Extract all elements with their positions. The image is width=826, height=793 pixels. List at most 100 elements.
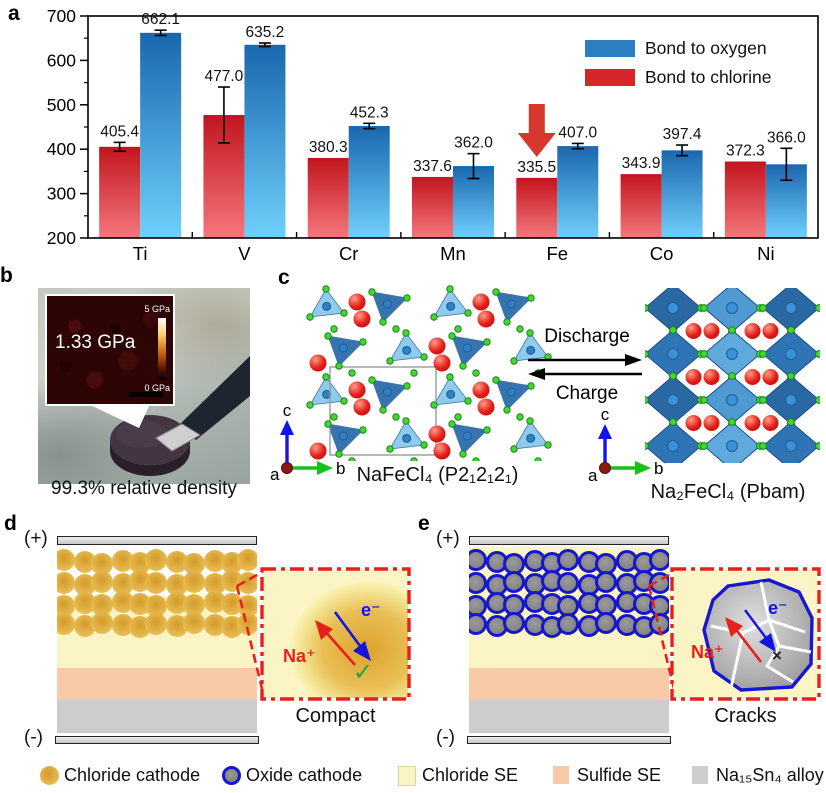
chloride-se-icon [398,766,416,786]
cl-atom [420,353,428,361]
chloride-particle [237,613,257,635]
cl-atom [410,369,418,377]
cl-atom [700,442,708,450]
inset-callout [88,404,150,428]
backward-arrowhead [528,368,545,380]
axis-a-label: a [588,466,598,482]
cl-atom [815,396,820,404]
cl-atom [335,450,343,458]
axis-b-arrowhead [317,461,333,475]
colorbar [158,318,166,380]
cl-atom [322,373,330,381]
cl-atom [392,413,400,421]
oxide-cathode-particles [469,547,669,639]
charge-label: Charge [555,383,619,404]
y-tick-label: 400 [47,139,76,159]
tweezers-tip [155,423,201,452]
chloride-particle [145,572,167,594]
chloride-particle [237,595,257,617]
inset-arrows-d [315,611,371,666]
na-ion-label: Na⁺ [691,642,724,662]
cl-atom [759,304,767,312]
axis-c-arrowhead [280,420,294,435]
cl-atom [526,329,534,337]
electron-label: e⁻ [361,600,381,620]
value-label: 343.9 [622,155,661,172]
na-atom [762,369,779,385]
x-category-label: Cr [339,243,359,264]
axis-a-dot [281,462,293,474]
alloy-anode-layer [57,700,257,733]
electron-arrowhead [353,641,371,661]
reaction-arrows [528,354,642,380]
cl-atom [420,441,428,449]
connector-line [236,569,265,588]
cl-atom [330,325,338,333]
fe-atom [667,302,679,314]
cl-atom [379,318,387,326]
chloride-particle [182,571,205,593]
fe-atom [338,343,348,353]
na-ion-arrow [732,626,763,663]
value-label: 397.4 [663,126,702,143]
cl-atom [446,373,454,381]
cl-atom [759,350,767,358]
oxide-particle [469,572,487,594]
discharge-label: Discharge [544,326,630,347]
cl-atom [728,372,736,380]
na-atom [428,337,446,355]
cl-atom [430,401,438,409]
oxide-particle [649,549,669,571]
unit-cell-outline [329,366,437,456]
na-atom [685,369,702,385]
axis-b-label: b [654,459,663,478]
axis-b-label: b [336,459,345,478]
legend-item-label: Oxide cathode [246,765,363,785]
cl-atom [403,382,411,390]
value-label: 662.1 [141,11,180,28]
cl-atom [503,406,511,414]
chloride-particle [57,549,75,571]
oxide-particle [649,613,669,635]
cl-atom [448,332,456,340]
bar-V-oxygen [244,44,286,239]
value-label: 635.2 [246,24,285,41]
alloy-anode-layer [469,700,669,733]
na-atom [762,323,779,339]
panel-label-e: e [418,512,430,535]
negative-terminal-label-d: (-) [24,727,43,748]
legend-label: Bond to chlorine [645,67,771,87]
axis-c-label: c [283,402,292,420]
na2fecl4-caption: Na₂FeCl₄ (Pbam) [650,481,806,503]
legend-item-label: Sulfide SE [577,765,662,785]
fe-atom [382,387,392,397]
crack-line [778,644,812,654]
chloride-particle [90,571,113,593]
legend-item: Chloride cathode [40,762,222,788]
na-atom [353,398,371,416]
y-tick-label: 700 [47,6,76,26]
current-collector-top [469,536,669,545]
cl-atom [402,329,410,337]
bar-Ti-chlorine [99,146,141,238]
fe-atom [526,433,536,443]
oxide-particle [502,612,525,634]
chloride-particle [90,594,113,616]
cell-stack-oxide [467,536,671,746]
check-icon: ✓ [353,659,374,686]
axis-c-label: c [601,406,610,424]
na-atom [428,425,446,443]
fe-atom [462,431,472,441]
fe-atom [506,387,516,397]
cracked-particle-drawing [702,578,814,692]
chloride-particle [182,594,205,616]
cl-atom [324,332,332,340]
fe-atom [322,301,332,311]
chloride-cathode-particles [57,547,257,639]
crack-line [729,632,745,689]
tweezers-handle [178,356,250,440]
chloride-particle [182,612,205,634]
modulus-map-inset: 1.33 GPa 5 GPa 0 GPa [45,294,175,406]
y-tick-label: 600 [47,50,76,70]
chloride-particle [145,549,167,571]
